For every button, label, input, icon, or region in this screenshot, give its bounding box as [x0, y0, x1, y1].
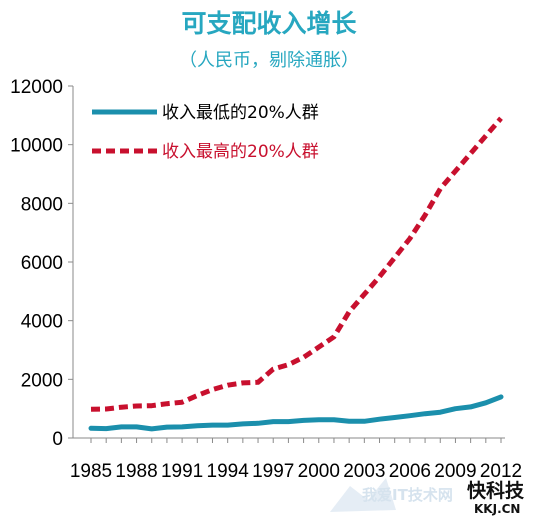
watermark-text-c: KKJ.CN	[474, 502, 520, 516]
x-tick-label: 2006	[389, 461, 431, 482]
x-tick-label: 1988	[115, 461, 157, 482]
chart-title: 可支配收入增长	[181, 9, 357, 38]
y-tick-label: 2000	[21, 370, 63, 391]
x-tick-label: 1997	[252, 461, 294, 482]
y-tick-label: 8000	[21, 194, 63, 215]
legend-label: 收入最高的20%人群	[162, 142, 319, 162]
y-tick-label: 6000	[21, 253, 63, 274]
y-tick-label: 12000	[10, 77, 63, 98]
x-tick-label: 1991	[161, 461, 203, 482]
x-tick-label: 1985	[70, 461, 112, 482]
y-tick-label: 10000	[10, 136, 63, 157]
watermark-text-a: 我爱IT技术网	[362, 486, 453, 504]
series-line-lowest-20	[88, 394, 504, 432]
x-tick-label: 1994	[207, 461, 250, 482]
series-line-highest-20	[90, 116, 503, 412]
series-layer	[88, 116, 504, 432]
x-tick-label: 2012	[480, 461, 522, 482]
watermark-text-b: 快科技	[467, 479, 525, 502]
watermark-logo: 我爱IT技术网 快科技 KKJ.CN	[330, 478, 525, 516]
chart-subtitle: （人民币，剔除通胀）	[179, 50, 359, 71]
x-tick-label: 2000	[298, 461, 340, 482]
y-tick-label: 0	[52, 429, 63, 450]
x-tick-label: 2009	[434, 461, 476, 482]
y-tick-label: 4000	[21, 312, 63, 333]
legend-label: 收入最低的20%人群	[162, 103, 319, 123]
watermark-wing-icon	[330, 478, 396, 512]
x-tick-label: 2003	[343, 461, 385, 482]
